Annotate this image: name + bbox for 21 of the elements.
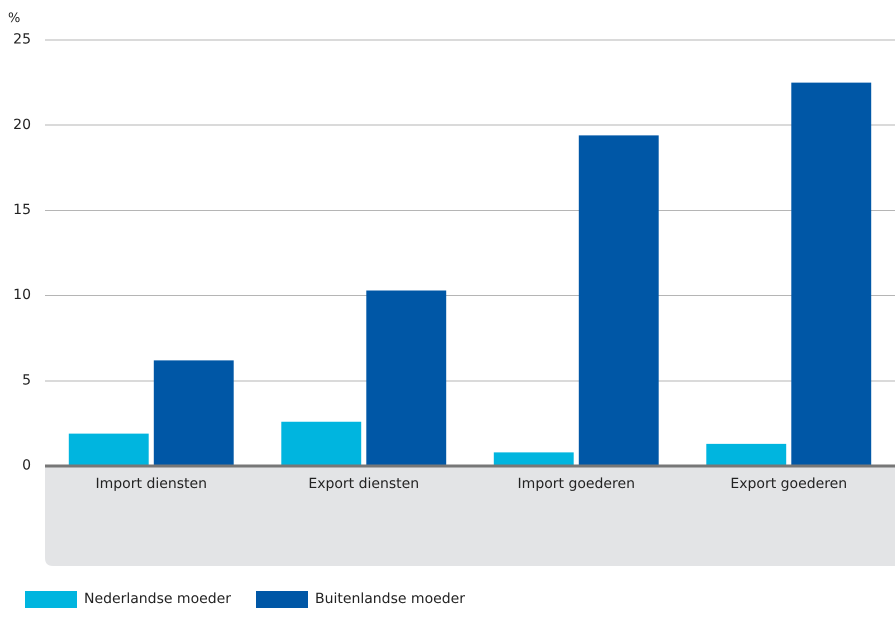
bar <box>281 422 362 466</box>
bar <box>578 135 659 466</box>
bar <box>366 290 446 466</box>
legend-label: Nederlandse moeder <box>84 591 232 608</box>
bar <box>494 452 574 466</box>
y-axis-title: % <box>8 10 20 26</box>
y-tick-label: 15 <box>13 202 31 218</box>
y-tick-label: 25 <box>13 32 31 48</box>
bar <box>68 434 149 466</box>
y-tick-label: 0 <box>22 458 31 474</box>
bar <box>791 82 872 466</box>
legend-label: Buitenlandse moeder <box>315 591 466 608</box>
bar <box>706 444 786 466</box>
x-tick-label: Import diensten <box>96 476 207 492</box>
x-tick-label: Export goederen <box>730 476 848 492</box>
x-tick-label: Export diensten <box>308 476 420 492</box>
bar <box>154 360 234 466</box>
y-tick-label: 10 <box>13 287 31 304</box>
x-tick-label: Import goederen <box>518 476 635 492</box>
y-tick-label: 20 <box>13 116 31 133</box>
y-tick-label: 5 <box>22 372 31 388</box>
